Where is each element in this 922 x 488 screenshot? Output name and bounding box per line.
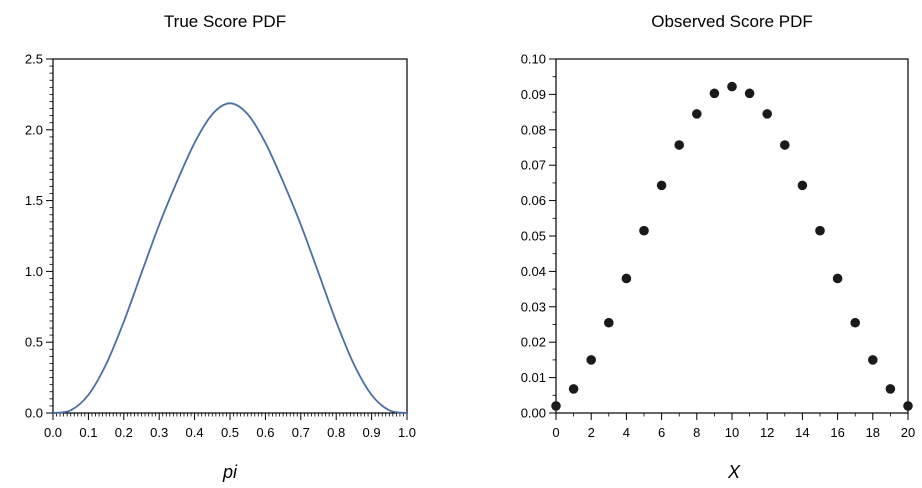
data-point <box>868 355 878 365</box>
x-axis-label: X <box>727 462 741 482</box>
axis-ticks: 0 2 4 6 8 10 12 14 16 18 20 0.00 0.01 0.02 0.03 0.04 0.0… <box>521 52 916 441</box>
x-tick-label: 0.2 <box>115 425 133 440</box>
y-tick-label: 0.08 <box>521 122 546 137</box>
x-tick-label: 10 <box>725 425 739 440</box>
x-tick-label: 0.4 <box>186 425 204 440</box>
data-point <box>586 355 596 365</box>
y-tick-label: 0.0 <box>25 406 43 421</box>
chart-title: True Score PDF <box>164 12 286 31</box>
x-tick-label: 0 <box>552 425 559 440</box>
x-tick-label: 1.0 <box>398 425 416 440</box>
data-point <box>727 81 737 92</box>
y-tick-label: 0.02 <box>521 335 546 350</box>
data-point <box>568 384 579 394</box>
y-tick-label: 2.5 <box>25 52 43 67</box>
plot-frame <box>52 58 408 414</box>
y-tick-label: 1.5 <box>25 193 43 208</box>
x-tick-label: 0.3 <box>150 425 168 440</box>
x-tick-label: 0.6 <box>256 425 274 440</box>
x-tick-label: 20 <box>901 425 915 440</box>
y-tick-label: 0.00 <box>521 406 546 421</box>
plot-frame <box>555 58 909 414</box>
y-tick-label: 1.0 <box>25 264 43 279</box>
axis-ticks: 0.0 0.1 0.2 0.3 0.4 0.5 0.6 0.7 0.8 0.9 1.0 0.0 0.5 1… <box>25 52 416 441</box>
data-point <box>903 401 913 411</box>
x-tick-label: 0.8 <box>327 425 345 440</box>
x-tick-label: 0.1 <box>79 425 97 440</box>
data-point <box>639 225 649 236</box>
pdf-curve <box>52 102 408 414</box>
data-point <box>762 109 772 119</box>
data-point <box>744 88 755 99</box>
y-tick-label: 0.09 <box>521 87 546 102</box>
data-point <box>656 180 667 191</box>
y-tick-label: 0.07 <box>521 158 546 173</box>
y-tick-label: 0.03 <box>521 299 546 314</box>
data-point <box>674 140 684 150</box>
x-tick-label: 14 <box>795 425 809 440</box>
x-tick-label: 2 <box>588 425 595 440</box>
x-tick-label: 6 <box>658 425 665 440</box>
data-point <box>692 109 702 119</box>
data-point <box>815 225 825 236</box>
series-line <box>52 102 408 414</box>
x-tick-label: 16 <box>830 425 844 440</box>
true-score-chart: True Score PDF 0.0 0.1 0.2 0.3 0.4 0.5 0.6 0.7 0… <box>25 12 416 482</box>
x-tick-label: 0.5 <box>221 425 239 440</box>
observed-score-chart: Observed Score PDF 0 2 4 6 8 10 12 14 16 18 20 0.00… <box>521 12 916 482</box>
y-tick-label: 0.06 <box>521 193 546 208</box>
data-point <box>604 317 614 328</box>
y-tick-label: 2.0 <box>25 122 43 137</box>
y-tick-label: 0.05 <box>521 229 546 244</box>
y-tick-label: 0.5 <box>25 335 43 350</box>
data-point <box>709 88 720 99</box>
x-tick-label: 0.7 <box>292 425 310 440</box>
data-point <box>551 401 561 411</box>
series-points <box>551 81 913 411</box>
x-tick-label: 12 <box>760 425 774 440</box>
data-point <box>621 273 632 284</box>
x-tick-label: 0.0 <box>44 425 62 440</box>
y-tick-label: 0.01 <box>521 370 546 385</box>
data-point <box>850 317 860 328</box>
data-point <box>780 140 790 150</box>
x-tick-label: 4 <box>623 425 630 440</box>
y-tick-label: 0.10 <box>521 52 546 67</box>
x-axis-label: pi <box>222 462 238 482</box>
data-point <box>832 273 843 284</box>
chart-title: Observed Score PDF <box>651 12 813 31</box>
y-tick-label: 0.04 <box>521 264 546 279</box>
x-tick-label: 8 <box>693 425 700 440</box>
data-point <box>885 384 896 394</box>
x-tick-label: 18 <box>866 425 880 440</box>
x-tick-label: 0.9 <box>363 425 381 440</box>
data-point <box>797 180 808 191</box>
